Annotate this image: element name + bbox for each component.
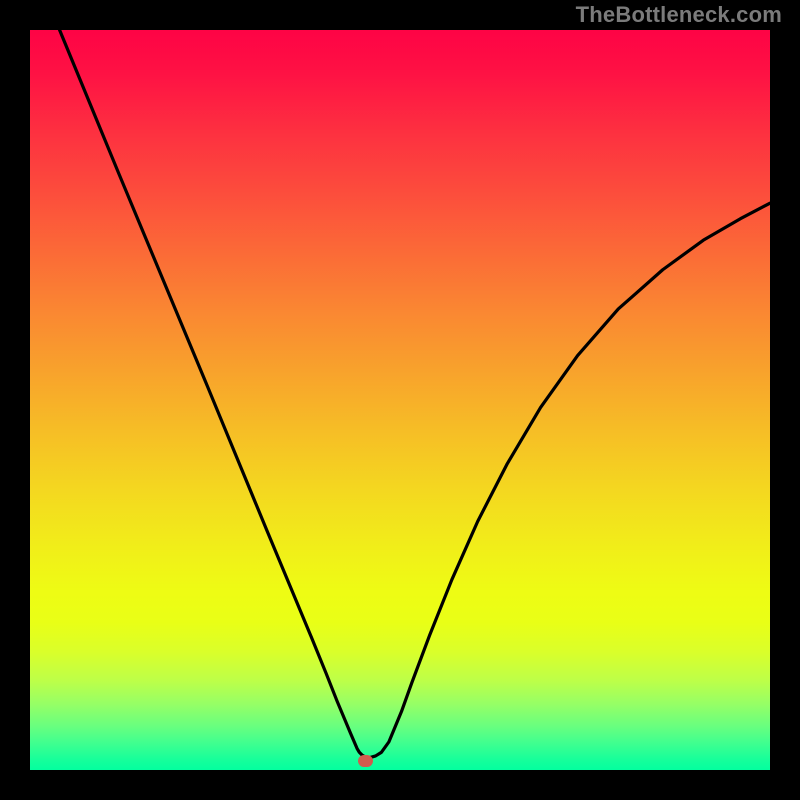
plot-area	[30, 30, 770, 770]
chart-canvas: TheBottleneck.com	[0, 0, 800, 800]
curve-layer	[30, 30, 770, 770]
watermark-text: TheBottleneck.com	[576, 2, 782, 28]
bottleneck-curve	[60, 30, 770, 757]
